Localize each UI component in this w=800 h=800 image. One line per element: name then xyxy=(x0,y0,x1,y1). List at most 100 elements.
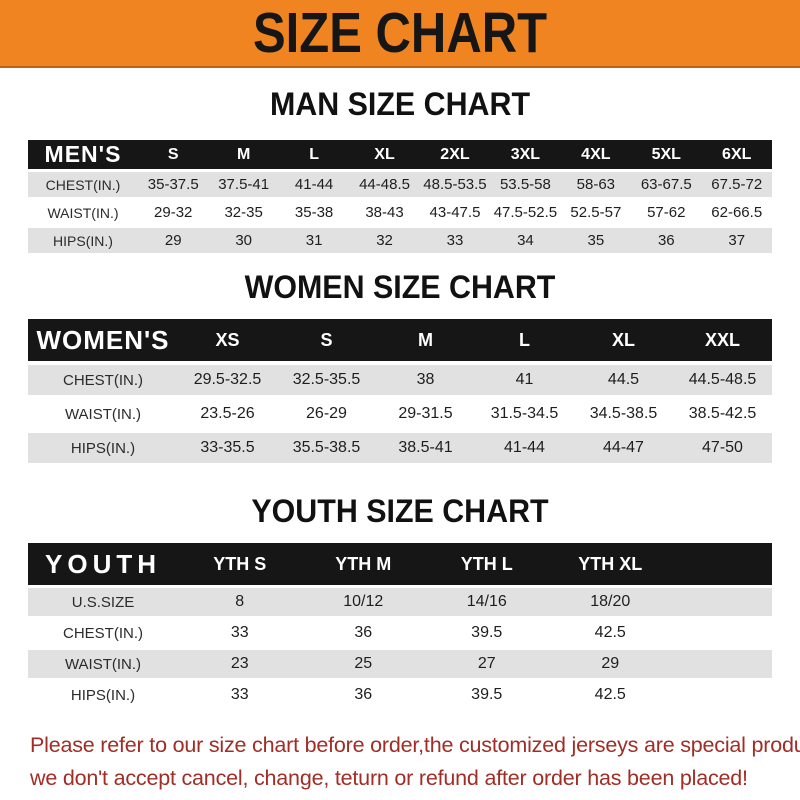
row-label: HIPS(IN.) xyxy=(53,232,113,249)
size-value: 18/20 xyxy=(590,593,631,610)
table-row: CHEST(IN.) 33 36 39.5 42.5 xyxy=(28,619,772,647)
size-value: 62-66.5 xyxy=(711,204,763,221)
size-header: XS xyxy=(215,329,240,350)
size-header: L xyxy=(309,145,319,163)
size-header: XL xyxy=(374,145,395,163)
men-size-table: MEN'S S M L XL 2XL 3XL 4XL 5XL 6XL CHEST(IN.) 35-37… xyxy=(28,140,772,253)
size-value: 63-67.5 xyxy=(640,176,692,193)
size-value: 36 xyxy=(354,686,373,703)
size-header: L xyxy=(519,329,530,350)
women-size-table: WOMEN'S XS S M L XL XXL CHEST(IN.) 29.5-32.5 32.5… xyxy=(28,319,772,463)
footer-line-1: Please refer to our size chart before or… xyxy=(30,733,800,757)
size-header: S xyxy=(167,145,179,163)
row-label: U.S.SIZE xyxy=(71,593,135,611)
size-value: 53.5-58 xyxy=(499,176,551,193)
size-value: 41 xyxy=(515,371,534,388)
section-men: MAN SIZE CHART MEN'S S M L XL 2XL 3XL 4XL 5XL 6XL… xyxy=(0,86,800,253)
size-value: 31 xyxy=(305,232,323,249)
size-value: 23.5-26 xyxy=(200,405,255,422)
size-value: 30 xyxy=(235,232,252,249)
size-value: 44.5 xyxy=(607,371,640,388)
row-label: CHEST(IN.) xyxy=(45,176,121,193)
size-value: 43-47.5 xyxy=(429,204,481,221)
table-row: WAIST(IN.) 29-32 32-35 35-38 38-43 43-47.5 47.… xyxy=(28,200,772,225)
row-label: WAIST(IN.) xyxy=(64,405,142,423)
section-women: WOMEN SIZE CHART WOMEN'S XS S M L XL XXL CHEST(… xyxy=(0,269,800,463)
size-value: 37 xyxy=(728,232,746,249)
size-value: 38-43 xyxy=(365,204,404,221)
size-value: 29.5-32.5 xyxy=(193,371,262,388)
table-row: HIPS(IN.) 33-35.5 35.5-38.5 38.5-41 41-44 44-… xyxy=(28,433,772,463)
size-value: 34.5-38.5 xyxy=(589,405,658,422)
size-value: 8 xyxy=(235,593,245,610)
size-header: 5XL xyxy=(651,145,681,163)
table-row: WAIST(IN.) 23.5-26 26-29 29-31.5 31.5-34.5 34… xyxy=(28,399,772,429)
size-header: YTH M xyxy=(335,553,392,574)
row-label: CHEST(IN.) xyxy=(63,371,143,389)
size-value: 47-50 xyxy=(702,439,743,456)
page-title: SIZE CHART xyxy=(252,1,548,65)
size-value: 42.5 xyxy=(594,624,626,641)
size-value: 39.5 xyxy=(471,686,503,703)
size-value: 42.5 xyxy=(594,686,626,703)
size-header: 4XL xyxy=(581,145,611,163)
table-row: HIPS(IN.) 29 30 31 32 33 34 35 36 37 xyxy=(28,228,772,253)
size-header: M xyxy=(418,329,433,350)
table-row: WAIST(IN.) 23 25 27 29 xyxy=(28,650,772,678)
section-youth: YOUTH SIZE CHART YOUTH YTH S YTH M YTH L YTH… xyxy=(0,493,800,709)
size-value: 32 xyxy=(376,232,393,249)
row-label: CHEST(IN.) xyxy=(63,624,143,642)
size-value: 29-32 xyxy=(154,204,193,221)
size-value: 44-48.5 xyxy=(359,176,410,193)
row-label: WAIST(IN.) xyxy=(47,204,119,221)
size-value: 38 xyxy=(416,371,435,388)
size-header: 2XL xyxy=(440,145,470,163)
size-header: YTH XL xyxy=(578,553,643,574)
size-value: 36 xyxy=(657,232,675,249)
size-value: 35-38 xyxy=(294,204,334,221)
table-header-label: MEN'S xyxy=(44,141,122,167)
table-header-label: WOMEN'S xyxy=(36,324,170,355)
charts-area: MAN SIZE CHART MEN'S S M L XL 2XL 3XL 4XL 5XL 6XL… xyxy=(0,86,800,709)
row-label: HIPS(IN.) xyxy=(70,439,136,457)
size-value: 58-63 xyxy=(576,176,616,193)
size-value: 52.5-57 xyxy=(570,204,622,221)
size-value: 35 xyxy=(587,232,605,249)
size-value: 33 xyxy=(446,232,464,249)
size-header: YTH S xyxy=(213,553,267,574)
size-value: 44.5-48.5 xyxy=(688,371,757,388)
banner: SIZE CHART xyxy=(0,0,800,68)
size-value: 39.5 xyxy=(471,624,503,641)
size-value: 32.5-35.5 xyxy=(292,371,361,388)
size-value: 14/16 xyxy=(466,593,507,610)
size-value: 26-29 xyxy=(306,405,347,422)
size-value: 41-44 xyxy=(504,439,545,456)
size-value: 47.5-52.5 xyxy=(493,204,558,221)
men-section-heading: MAN SIZE CHART xyxy=(269,86,531,122)
size-value: 35.5-38.5 xyxy=(292,439,361,456)
footer-line-2: we don't accept cancel, change, teturn o… xyxy=(30,766,748,790)
size-value: 41-44 xyxy=(294,176,334,193)
size-header: YTH L xyxy=(460,553,513,574)
size-value: 31.5-34.5 xyxy=(490,405,559,422)
size-value: 44-47 xyxy=(603,439,644,456)
size-value: 33 xyxy=(230,624,249,641)
size-header: 3XL xyxy=(510,145,541,163)
table-row: HIPS(IN.) 33 36 39.5 42.5 xyxy=(28,681,772,709)
row-label: WAIST(IN.) xyxy=(64,655,142,673)
table-header-row: MEN'S S M L XL 2XL 3XL 4XL 5XL 6XL xyxy=(28,140,772,169)
size-value: 32-35 xyxy=(224,204,263,221)
footer-note: Please refer to our size chart before or… xyxy=(0,729,800,795)
table-row: CHEST(IN.) 29.5-32.5 32.5-35.5 38 41 44.5 44.5… xyxy=(28,365,772,395)
table-row: CHEST(IN.) 35-37.5 37.5-41 41-44 44-48.5 48.5… xyxy=(28,172,772,197)
women-section-heading: WOMEN SIZE CHART xyxy=(244,269,556,305)
size-value: 38.5-41 xyxy=(398,439,453,456)
size-value: 67.5-72 xyxy=(711,176,763,193)
size-value: 29-31.5 xyxy=(398,405,453,422)
row-label: HIPS(IN.) xyxy=(70,686,136,704)
size-value: 23 xyxy=(230,655,249,672)
size-value: 35-37.5 xyxy=(147,176,199,193)
size-value: 57-62 xyxy=(647,204,686,221)
size-value: 38.5-42.5 xyxy=(688,405,757,422)
